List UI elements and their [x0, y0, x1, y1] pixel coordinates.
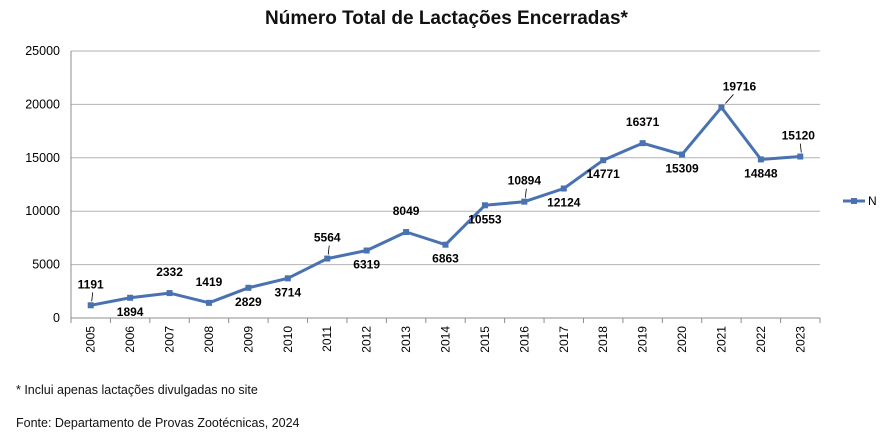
- data-point: [442, 241, 449, 248]
- data-point: [87, 302, 94, 309]
- data-label: 6863: [432, 252, 459, 266]
- data-label-leader: [524, 188, 527, 198]
- data-point: [679, 151, 686, 158]
- y-tick-labels: 0 5000 10000 15000 20000 25000: [25, 44, 60, 325]
- chart-title: Número Total de Lactações Encerradas*: [265, 8, 628, 29]
- series-markers: [87, 104, 804, 309]
- data-label-leader: [799, 143, 802, 153]
- data-label: 12124: [547, 196, 581, 210]
- y-tick-label: 5000: [32, 258, 60, 272]
- data-label: 6319: [353, 258, 380, 272]
- y-tick-label: 20000: [25, 97, 60, 111]
- data-label-leader: [91, 292, 94, 302]
- data-label: 14848: [744, 166, 778, 180]
- x-tick-label: 2011: [320, 326, 334, 352]
- legend: N: [843, 194, 877, 208]
- data-label: 15120: [782, 129, 816, 143]
- data-point: [403, 229, 410, 236]
- x-tick-label: 2006: [123, 326, 137, 353]
- data-label: 16371: [626, 115, 660, 129]
- x-tick-label: 2013: [399, 326, 413, 353]
- x-tick-label: 2014: [439, 326, 453, 353]
- data-point: [284, 275, 291, 282]
- data-point: [166, 290, 173, 297]
- y-tick-label: 0: [53, 311, 60, 325]
- gridlines: [71, 50, 820, 266]
- x-tick-label: 2005: [84, 326, 98, 353]
- x-tick-label: 2020: [675, 326, 689, 353]
- x-tick-labels: 2005 2006 2007 2008 2009 2010 2011 2012 2013 2014…: [84, 326, 808, 353]
- x-tick-label: 2019: [636, 326, 650, 353]
- data-point: [205, 299, 212, 306]
- data-label-leader: [327, 245, 330, 255]
- data-point: [600, 157, 607, 164]
- legend-marker: [851, 198, 857, 204]
- x-tick-label: 2007: [163, 326, 177, 353]
- x-tick-label: 2022: [754, 326, 768, 353]
- x-tick-label: 2023: [793, 326, 807, 353]
- data-label: 19716: [723, 79, 757, 93]
- data-point: [481, 202, 488, 209]
- data-point: [757, 156, 764, 163]
- x-tick-label: 2012: [360, 326, 374, 353]
- axes: [70, 51, 821, 323]
- x-tick-label: 2009: [241, 326, 255, 353]
- x-tick-label: 2018: [596, 326, 610, 353]
- x-tick-label: 2016: [517, 326, 531, 353]
- footnote: * Inclui apenas lactações divulgadas no …: [16, 383, 258, 397]
- source-note: Fonte: Departamento de Provas Zootécnica…: [16, 416, 300, 430]
- data-label: 1191: [78, 277, 104, 291]
- data-label: 5564: [314, 231, 341, 245]
- y-tick-label: 25000: [25, 44, 60, 58]
- data-point: [718, 104, 725, 111]
- data-label: 15309: [665, 161, 699, 175]
- data-label: 1894: [117, 305, 144, 319]
- y-tick-label: 10000: [25, 204, 60, 218]
- x-tick-label: 2010: [281, 326, 295, 353]
- data-label: 3714: [274, 285, 301, 299]
- data-point: [521, 198, 528, 205]
- data-point: [363, 247, 370, 254]
- data-point: [560, 185, 567, 192]
- data-label: 2332: [156, 265, 183, 279]
- data-label: 14771: [586, 167, 620, 181]
- x-tick-label: 2008: [202, 326, 216, 353]
- data-label: 10553: [468, 212, 502, 226]
- data-label: 8049: [393, 204, 420, 218]
- data-label: 1419: [196, 275, 223, 289]
- data-label-leader: [725, 94, 734, 104]
- data-point: [797, 153, 804, 160]
- data-point: [324, 255, 331, 262]
- data-label: 10894: [508, 174, 542, 188]
- data-point: [127, 294, 134, 301]
- data-labels: 1191 1894 2332 1419 2829 3714 5564 6319 8049 6863…: [78, 79, 816, 318]
- y-tick-label: 15000: [25, 151, 60, 165]
- data-label: 2829: [235, 295, 262, 309]
- legend-label: N: [868, 194, 877, 208]
- x-tick-label: 2021: [714, 326, 728, 353]
- x-tick-label: 2017: [557, 326, 571, 353]
- data-point: [639, 140, 646, 147]
- data-point: [245, 284, 252, 291]
- x-tick-label: 2015: [478, 326, 492, 353]
